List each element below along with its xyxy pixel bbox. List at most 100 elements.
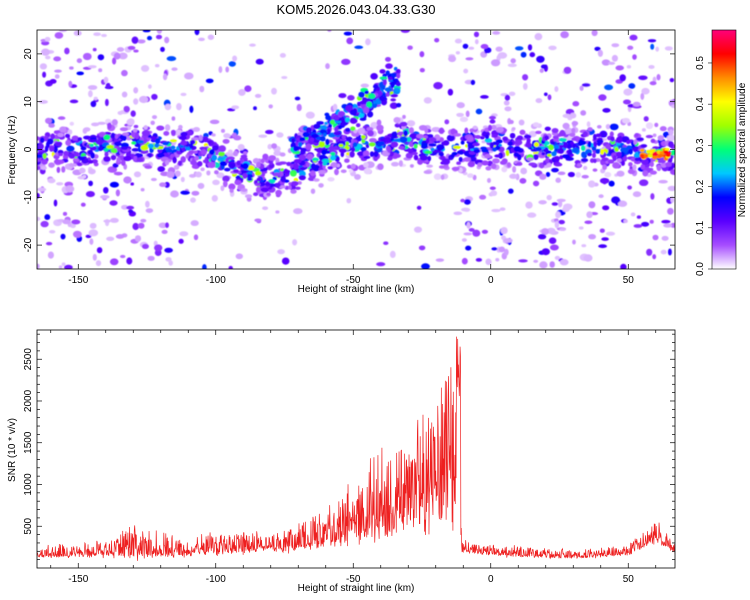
spectrogram-cell [348, 169, 354, 173]
spectrogram-cell [275, 189, 282, 197]
figure-title: KOM5.2026.043.04.33.G30 [276, 2, 435, 17]
spectrogram-cell [333, 114, 340, 121]
spectrogram-cell [532, 180, 540, 187]
spectrogram-cell [57, 132, 64, 138]
spectrogram-cell [667, 207, 674, 215]
spectrogram-cell [409, 164, 414, 168]
spectrogram-cell [103, 156, 111, 163]
spectrogram-cell [271, 143, 278, 149]
spectrogram-cell [383, 79, 387, 86]
spectrogram-cell [229, 163, 236, 169]
spectrogram-cell [477, 162, 483, 168]
spectrogram-cell [520, 167, 528, 175]
spectrogram-cell [352, 139, 358, 144]
spectrogram-cell [583, 254, 593, 262]
spectrogram-cell [338, 148, 347, 153]
spectrogram-cell [140, 218, 147, 223]
spectrogram-cell [120, 142, 129, 148]
spectrogram-cell [484, 138, 493, 143]
spectrogram-cell [555, 211, 561, 219]
spectrogram-cell [296, 103, 302, 112]
spectrogram-cell [179, 231, 189, 237]
spectrogram-cell [472, 142, 480, 147]
spectrogram-cell [485, 166, 492, 171]
spectrogram-cell [627, 185, 632, 190]
spectrogram-cell [189, 142, 194, 149]
spectrogram-cell [472, 126, 478, 130]
spectrogram-cell [269, 161, 274, 166]
spectrogram-cell [245, 173, 254, 179]
spectrogram-cell [555, 177, 561, 183]
spectrogram-cell [652, 155, 658, 160]
spectrogram-cell [164, 103, 172, 111]
spectrogram-cell [426, 164, 433, 168]
spectrogram-cell [438, 165, 446, 169]
spectrogram-cell [526, 157, 534, 161]
spectrogram-x-ticks: -150 -100 -50 0 50 [68, 30, 634, 286]
spectrogram-cell [398, 160, 403, 167]
spectrogram-cell [198, 37, 205, 42]
spectrogram-cell [628, 148, 633, 155]
spectrogram-cell [545, 171, 551, 178]
spectrogram-cell [165, 222, 169, 228]
spectrogram-cell [91, 122, 100, 127]
spectrogram-cell [289, 169, 297, 177]
spectrogram-cell [614, 146, 619, 153]
spectrogram-cell [264, 182, 271, 187]
spectrogram-cell [544, 135, 550, 140]
spectrogram-cell [546, 194, 552, 201]
spectrogram-cell [581, 174, 589, 179]
spectrogram-cell [508, 91, 516, 96]
spectrogram-cell [503, 238, 513, 243]
spectrogram-cell [604, 84, 614, 91]
spectrogram-cell [334, 168, 339, 176]
y-tick-label: -20 [23, 237, 34, 252]
spectrogram-cell [501, 166, 508, 173]
spectrogram-cell [409, 133, 418, 140]
spectrogram-cell [654, 122, 659, 128]
spectrogram-cell [138, 95, 149, 104]
spectrogram-cell [454, 38, 462, 44]
spectrogram-cell [474, 135, 482, 139]
spectrogram-cell [632, 54, 637, 60]
spectrogram-cell [268, 179, 276, 184]
spectrogram-cell [255, 186, 261, 194]
spectrogram-cell [305, 162, 311, 168]
spectrogram-cell [299, 166, 307, 171]
spectrogram-cell [475, 257, 483, 262]
spectrogram-cell [212, 145, 219, 151]
spectrogram-cell [65, 139, 72, 146]
spectrogram-cell [119, 254, 126, 259]
y-tick-label: 1500 [23, 431, 34, 454]
spectrogram-cell [217, 157, 224, 162]
spectrogram-cell [206, 170, 211, 176]
spectrogram-cell [115, 234, 125, 239]
spectrogram-cell [65, 133, 71, 138]
spectrogram-cell [598, 94, 607, 101]
spectrogram-cell [338, 125, 342, 130]
spectrogram-cell [632, 164, 637, 171]
x-tick-label: -100 [206, 574, 226, 585]
spectrogram-cell [360, 146, 367, 152]
spectrogram-cell [126, 257, 133, 265]
spectrogram-cell [349, 117, 358, 124]
spectrogram-cell [413, 154, 419, 161]
spectrogram-cell [338, 143, 344, 148]
spectrogram-cell [143, 125, 148, 130]
spectrogram-cell [647, 154, 653, 158]
spectrogram-cell [652, 146, 659, 150]
spectrogram-cell [327, 166, 334, 170]
colorbar: 0.0 0.1 0.2 0.3 0.4 0.5 Normalized spectral a… [695, 29, 748, 276]
spectrogram-cell [311, 133, 319, 139]
y-tick-label: 500 [23, 517, 34, 534]
spectrogram-cell [37, 143, 44, 150]
spectrogram-cell [327, 177, 335, 182]
spectrogram-cell [262, 206, 269, 211]
spectrogram-cell [57, 149, 64, 155]
spectrogram-cell [634, 133, 639, 137]
spectrogram-cell [113, 52, 121, 60]
spectrogram-cell [595, 149, 601, 154]
spectrogram-cell [487, 178, 491, 183]
spectrogram-cell [560, 31, 569, 39]
spectrogram-cell [481, 229, 489, 234]
